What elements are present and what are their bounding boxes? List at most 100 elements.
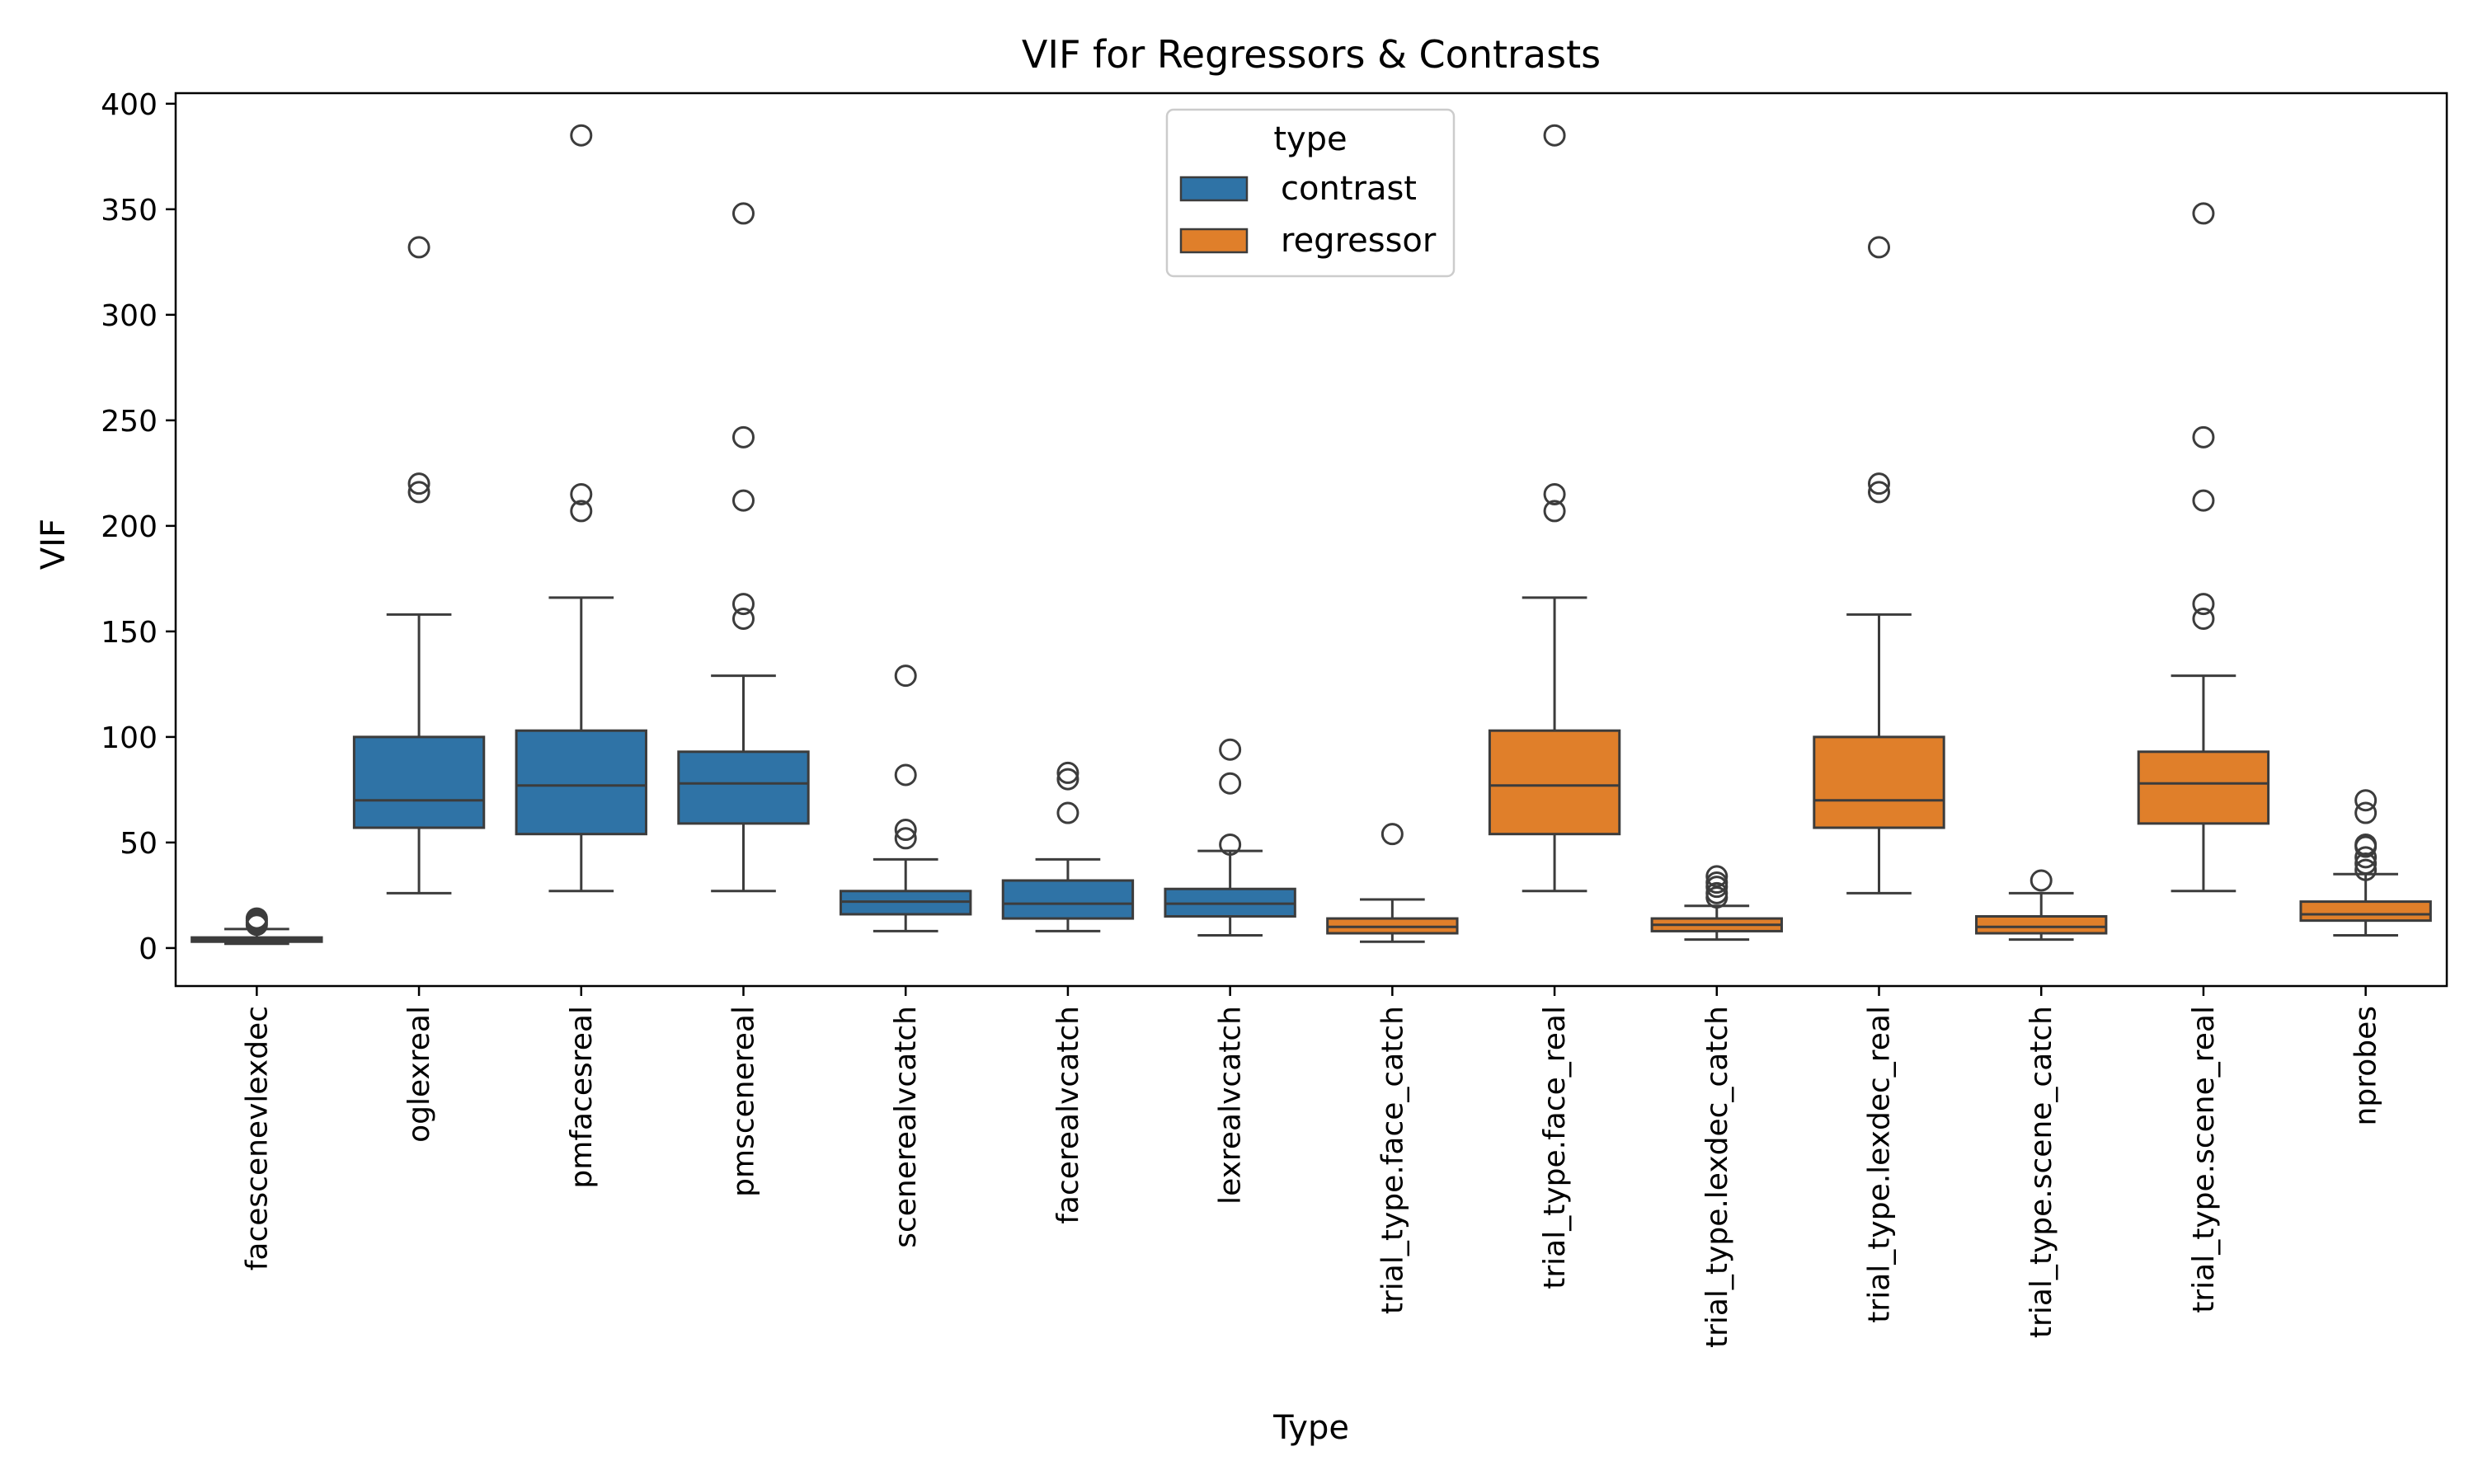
outlier-point bbox=[2354, 789, 2378, 812]
iqr-box bbox=[2299, 900, 2432, 923]
box-trial_type.face_real bbox=[1488, 124, 1621, 893]
outlier-point bbox=[732, 593, 755, 616]
outlier-point bbox=[570, 500, 593, 523]
legend-title: type bbox=[1273, 120, 1347, 158]
x-tick-label: trial_type.scene_catch bbox=[2025, 1006, 2058, 1338]
legend-label: contrast bbox=[1281, 170, 1417, 208]
outlier-point bbox=[2192, 593, 2215, 616]
y-tick-label: 0 bbox=[139, 932, 158, 966]
x-tick-label: trial_type.face_real bbox=[1538, 1006, 1572, 1289]
box-trial_type.scene_real bbox=[2137, 202, 2270, 893]
x-axis-label: Type bbox=[1272, 1409, 1349, 1447]
x-tick-label: nprobes bbox=[2349, 1006, 2383, 1125]
x-tick-label: facescenevlexdec bbox=[240, 1006, 274, 1270]
x-tick-label: oglexreal bbox=[402, 1006, 436, 1143]
iqr-box bbox=[352, 735, 486, 829]
outlier-point bbox=[407, 481, 430, 504]
x-tick-label: trial_type.lexdec_catch bbox=[1700, 1006, 1734, 1348]
outlier-point bbox=[894, 827, 917, 850]
iqr-box bbox=[2137, 750, 2270, 825]
box-pmfacesreal bbox=[515, 124, 647, 893]
x-tick-label: pmfacesreal bbox=[565, 1006, 599, 1189]
outlier-point bbox=[2354, 858, 2378, 881]
box-trial_type.lexdec_catch bbox=[1650, 865, 1783, 942]
legend-swatch bbox=[1179, 176, 1249, 202]
legend-label: regressor bbox=[1281, 222, 1437, 260]
legend-entry-regressor: regressor bbox=[1179, 222, 1437, 260]
outlier-point bbox=[1705, 871, 1729, 895]
outlier-point bbox=[1705, 865, 1729, 888]
plot-frame bbox=[174, 92, 2448, 988]
y-tick-label: 200 bbox=[101, 510, 158, 544]
x-tick-label: pmscenereal bbox=[727, 1006, 761, 1197]
box-lexrealvcatch bbox=[1164, 738, 1296, 937]
box-pmscenereal bbox=[677, 202, 810, 893]
outlier-point bbox=[1543, 124, 1566, 147]
x-tick-label: scenerealvcatch bbox=[889, 1006, 923, 1248]
outlier-point bbox=[570, 124, 593, 147]
box-facescenevlexdec bbox=[190, 907, 323, 946]
iqr-box bbox=[1488, 729, 1621, 836]
box-scenerealvcatch bbox=[840, 665, 972, 932]
chart-title: VIF for Regressors & Contrasts bbox=[1022, 32, 1601, 77]
legend-swatch bbox=[1179, 228, 1249, 254]
outlier-point bbox=[245, 907, 268, 930]
legend-entry-contrast: contrast bbox=[1179, 170, 1417, 208]
outlier-point bbox=[2030, 869, 2053, 892]
x-tick-label: trial_type.scene_real bbox=[2187, 1006, 2221, 1313]
plot-area bbox=[190, 124, 2432, 946]
y-tick-label: 50 bbox=[120, 827, 158, 861]
outlier-point bbox=[2192, 608, 2215, 631]
y-tick-label: 150 bbox=[101, 616, 158, 650]
outlier-point bbox=[732, 489, 755, 512]
x-tick-label: facerealvcatch bbox=[1051, 1006, 1085, 1224]
outlier-point bbox=[894, 819, 917, 842]
outlier-point bbox=[2192, 489, 2215, 512]
outlier-point bbox=[407, 472, 430, 495]
iqr-box bbox=[1813, 735, 1945, 829]
y-tick-label: 350 bbox=[101, 194, 158, 228]
y-tick-label: 250 bbox=[101, 405, 158, 439]
outlier-point bbox=[1868, 481, 1890, 504]
outlier-point bbox=[1380, 823, 1404, 846]
y-tick-label: 400 bbox=[101, 88, 158, 122]
outlier-point bbox=[2354, 846, 2378, 869]
y-tick-label: 300 bbox=[101, 299, 158, 333]
outlier-point bbox=[1543, 500, 1566, 523]
outlier-point bbox=[2192, 425, 2215, 448]
outlier-point bbox=[1868, 236, 1890, 259]
y-tick-label: 100 bbox=[101, 721, 158, 755]
outlier-point bbox=[2354, 801, 2378, 824]
box-trial_type.lexdec_real bbox=[1813, 236, 1945, 895]
iqr-box bbox=[515, 729, 647, 836]
outlier-point bbox=[894, 665, 917, 688]
outlier-point bbox=[1868, 472, 1890, 495]
outlier-point bbox=[894, 763, 917, 787]
iqr-box bbox=[1975, 915, 2108, 935]
outlier-point bbox=[1219, 738, 1242, 761]
outlier-point bbox=[2192, 202, 2215, 225]
outlier-point bbox=[1219, 772, 1242, 795]
outlier-point bbox=[1056, 768, 1079, 791]
iqr-box bbox=[677, 750, 810, 825]
outlier-point bbox=[1056, 801, 1079, 824]
outlier-point bbox=[1056, 761, 1079, 784]
outlier-point bbox=[1219, 833, 1242, 856]
x-tick-label: trial_type.lexdec_real bbox=[1863, 1006, 1897, 1323]
outlier-point bbox=[407, 236, 430, 259]
box-trial_type.scene_catch bbox=[1975, 869, 2108, 942]
x-tick-label: trial_type.face_catch bbox=[1376, 1006, 1409, 1314]
outlier-point bbox=[2354, 833, 2378, 856]
outlier-point bbox=[570, 482, 593, 505]
axes: 0 50 100 150 200 250 300 350 400 facescenevlexdec… bbox=[101, 88, 2448, 1348]
outlier-point bbox=[1543, 482, 1566, 505]
outlier-point bbox=[732, 202, 755, 225]
legend: type contrast regressor bbox=[1165, 108, 1456, 278]
box-facerealvcatch bbox=[1001, 761, 1135, 932]
outlier-point bbox=[1705, 881, 1729, 904]
box-oglexreal bbox=[352, 236, 486, 895]
outlier-point bbox=[732, 608, 755, 631]
box-nprobes bbox=[2299, 789, 2432, 937]
outlier-point bbox=[732, 425, 755, 448]
